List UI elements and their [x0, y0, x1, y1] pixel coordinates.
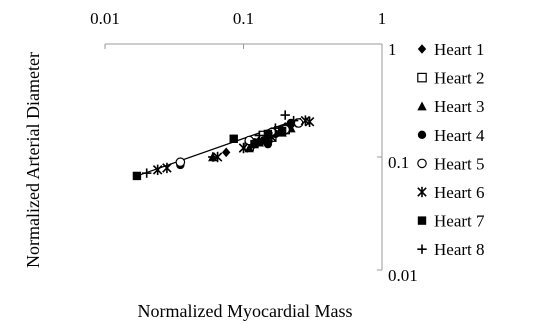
x-tick-label: 0.1 — [233, 9, 254, 28]
data-point — [244, 143, 254, 153]
data-point — [221, 147, 231, 158]
data-point — [270, 123, 281, 133]
legend-label: Heart 4 — [434, 126, 485, 145]
data-point — [263, 139, 273, 149]
legend-marker-icon — [417, 186, 427, 198]
legend-marker-icon — [417, 216, 427, 225]
x-tick-label: 1 — [378, 9, 387, 28]
legend-marker-icon — [417, 44, 427, 54]
data-point — [263, 129, 273, 139]
data-points — [132, 110, 315, 181]
legend-marker-icon — [417, 130, 427, 139]
legend-label: Heart 3 — [434, 97, 485, 116]
legend-item: Heart 8 — [417, 240, 485, 259]
data-point — [208, 152, 218, 162]
data-point — [152, 164, 163, 176]
data-point — [141, 168, 152, 178]
series-heart-6 — [152, 115, 315, 176]
legend-item: Heart 2 — [417, 69, 485, 88]
legend-item: Heart 4 — [417, 126, 485, 145]
data-point — [229, 134, 238, 143]
legend-label: Heart 2 — [434, 69, 485, 88]
axes: 0.01 0.1 1 1 0.1 0.01 — [90, 9, 418, 285]
legend-label: Heart 1 — [434, 40, 485, 59]
legend-marker-icon — [417, 158, 427, 169]
series-heart-7 — [132, 126, 287, 181]
legend-marker-icon — [417, 101, 427, 111]
y-axis-label: Normalized Arterial Diameter — [23, 52, 43, 268]
data-point — [212, 151, 223, 163]
data-point — [162, 162, 172, 174]
data-point — [288, 115, 299, 126]
legend-label: Heart 6 — [434, 183, 485, 202]
legend-item: Heart 1 — [417, 40, 485, 59]
legend-label: Heart 5 — [434, 154, 485, 173]
legend-label: Heart 7 — [434, 212, 485, 231]
legend-item: Heart 7 — [417, 212, 485, 231]
data-point — [175, 157, 186, 167]
x-axis-label: Normalized Myocardial Mass — [138, 301, 353, 321]
series-heart-8 — [141, 110, 299, 178]
x-ticks: 0.01 0.1 1 — [90, 9, 386, 49]
data-point — [238, 142, 249, 154]
y-ticks: 1 0.1 0.01 — [377, 40, 418, 285]
legend-item: Heart 6 — [417, 183, 485, 202]
data-point — [250, 139, 259, 149]
legend-item: Heart 3 — [417, 97, 485, 116]
legend-marker-icon — [417, 72, 427, 83]
legend-label: Heart 8 — [434, 240, 485, 259]
y-tick-label: 1 — [388, 40, 397, 59]
data-point — [304, 116, 315, 127]
data-point — [277, 126, 287, 136]
data-point — [132, 171, 142, 181]
y-tick-label: 0.1 — [388, 153, 409, 172]
legend-marker-icon — [417, 244, 427, 254]
data-point — [280, 110, 290, 120]
series-heart-5 — [175, 118, 304, 167]
data-point — [254, 130, 264, 141]
y-tick-label: 0.01 — [388, 266, 418, 285]
x-tick-label: 0.01 — [90, 9, 120, 28]
legend-item: Heart 5 — [417, 154, 485, 173]
legend: Heart 1 Heart 2 Heart 3 Heart 4 Heart 5 Heart… — [417, 40, 485, 259]
